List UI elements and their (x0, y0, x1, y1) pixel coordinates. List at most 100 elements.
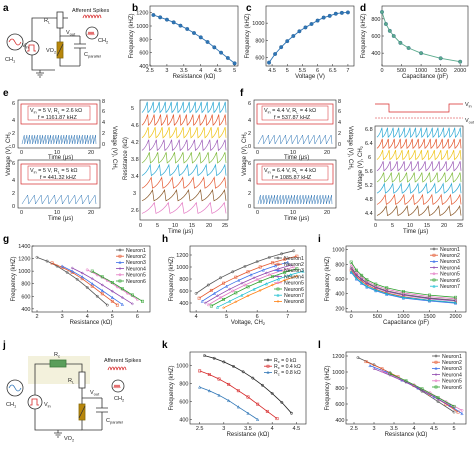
data-point (215, 305, 220, 309)
data-point (192, 31, 196, 35)
data-point (283, 278, 287, 282)
data-point (120, 302, 124, 306)
data-point (206, 303, 210, 307)
data-point (217, 377, 221, 381)
param-line1: Vin = 5 V, RL = 5 kΩ (30, 168, 78, 174)
stack-trace-row (141, 139, 227, 152)
data-point (264, 282, 268, 286)
y-tick-label: 800 (139, 37, 148, 43)
data-point (65, 270, 69, 274)
sine-icon (8, 38, 22, 46)
scope-frame (253, 159, 337, 209)
stack-ytick: 6 (368, 155, 371, 161)
data-point (453, 301, 458, 305)
data-point (205, 40, 210, 44)
data-point (234, 291, 238, 295)
x-tick-label: 4 (86, 314, 89, 320)
f-ytick-right: 8 (338, 99, 341, 105)
x-tick-label: 1000 (415, 68, 427, 74)
data-point (200, 299, 204, 303)
y-tick-label: 1000 (176, 265, 188, 271)
data-point (207, 373, 211, 376)
y-tick-label: 400 (335, 292, 344, 298)
f-xtick: 0 (256, 150, 259, 156)
legend-marker (276, 256, 280, 260)
data-point (345, 10, 350, 15)
data-point (256, 417, 260, 421)
f-ytick-right: 6 (338, 109, 341, 115)
panel-f-axes-text: Voltage (V), CH2 Voltage (V), CH1 6 4 2 … (242, 99, 353, 222)
data-point (412, 383, 416, 387)
x-tick-label: 4.5 (214, 68, 222, 74)
cpar-label-j: Cparallel (106, 418, 123, 425)
stack-trace-row (376, 182, 462, 194)
stack-trace-row (141, 152, 227, 164)
data-point (178, 23, 183, 28)
data-point (291, 34, 296, 38)
stack-xtick: 15 (189, 223, 195, 229)
data-point (460, 408, 464, 412)
wire-bottom (31, 55, 55, 71)
data-point (267, 255, 271, 259)
circuit-a-labels: Vin CH1 RL Vout VO2 Cparallel CH2 Affere… (5, 8, 109, 64)
series-line (350, 268, 456, 302)
y-tick-label: 800 (255, 38, 264, 44)
data-point (364, 360, 368, 364)
rl-label: RL (44, 18, 51, 25)
series-line (199, 386, 258, 420)
panel-label-c: c (246, 3, 252, 14)
data-point (100, 292, 104, 296)
stack-trace-row (376, 138, 462, 150)
f-ytick: 6 (248, 101, 251, 107)
data-point (388, 372, 392, 376)
f-ytick-right: 2 (338, 131, 341, 137)
ch1-label: CH1 (5, 57, 16, 64)
legend-label: Neuron5 (284, 281, 304, 287)
y-tick-label: 600 (179, 400, 188, 406)
y-tick-label: 600 (21, 294, 30, 300)
vin-ramp-trace (375, 103, 463, 113)
data-point (198, 385, 202, 389)
e-xtick: 20 (88, 210, 94, 216)
chart-c: 4.5 5 5.5 6 6.5 7 600 800 1000 Voltage (V) Frequen… (245, 5, 355, 80)
vo2-label: VO2 (46, 48, 57, 55)
legend-label: Neuron4 (440, 265, 460, 271)
f-xtick: 0 (256, 210, 259, 216)
param-line2: f = 1085.87 kHZ (272, 175, 312, 181)
legend-label: Neuron2 (284, 262, 304, 268)
x-tick-label: 3.5 (180, 68, 188, 74)
data-point (241, 370, 245, 374)
stack-ytick: 5.2 (365, 183, 373, 189)
data-point (255, 278, 259, 282)
data-point (246, 270, 250, 274)
panel-f-scope-bottom: Vin = 6.4 V, RL = 4 kΩ f = 1085.87 kHZ (253, 159, 337, 209)
series-line (350, 267, 456, 301)
chart-k: 2.5 3 3.5 4 4.5 400 600 800 1000 Resistance (kΩ) F… (169, 351, 307, 438)
data-point (280, 252, 284, 256)
data-point (80, 275, 84, 279)
series-line (268, 11, 348, 63)
data-point (354, 268, 358, 272)
x-tick-label: 5 (452, 426, 455, 432)
series-line (357, 357, 455, 413)
vout-spike-trace (257, 194, 333, 205)
panel-f-scope-top: Vin = 4.4 V, RL = 4 kΩ f = 537.87 kHZ (253, 99, 337, 149)
data-point (365, 285, 369, 289)
legend-marker (432, 259, 436, 263)
legend-label: Neuron1 (442, 354, 462, 360)
data-point (206, 283, 210, 287)
data-point (297, 29, 302, 34)
vout-spike-trace (21, 134, 97, 145)
e-xtick: 20 (88, 150, 94, 156)
stack-frame (374, 125, 464, 221)
data-point (212, 356, 216, 360)
data-point (209, 288, 213, 292)
spike-icon (87, 31, 95, 36)
data-point (321, 15, 326, 20)
data-point (270, 391, 274, 395)
data-point (290, 411, 293, 415)
x-tick-label: 500 (373, 314, 382, 320)
x-tick-label: 2 (35, 314, 38, 320)
y-axis-label: Frequency (kHZ) (361, 13, 367, 58)
data-point (243, 283, 247, 287)
